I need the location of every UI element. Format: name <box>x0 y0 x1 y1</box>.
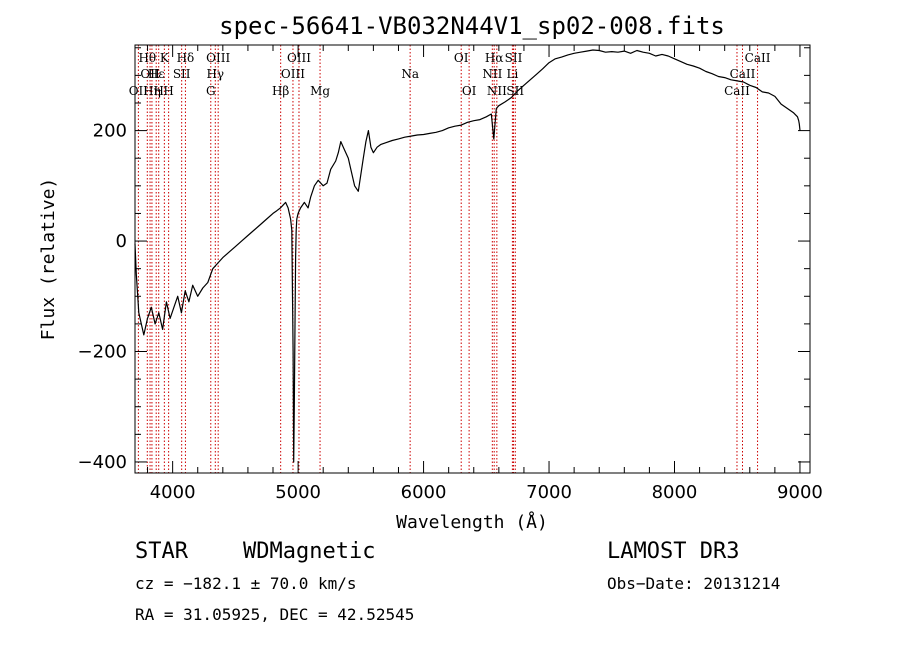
spectrum-line <box>134 49 801 463</box>
spectral-line-label: H <box>163 84 173 98</box>
x-tick-label: 5000 <box>275 482 321 503</box>
spectral-line-label: OII <box>129 84 149 98</box>
spectral-line-label: Li <box>506 67 518 81</box>
spectral-line-label: Hθ <box>138 51 156 65</box>
spectral-line-label: Hε <box>148 67 165 81</box>
spectral-line-label: OI <box>462 84 477 98</box>
spectral-line-label: OIII <box>287 51 311 65</box>
spectral-line-label: SII <box>505 51 523 65</box>
y-tick-label: −200 <box>78 342 127 363</box>
spectral-line-label: SII <box>173 67 191 81</box>
spectral-line-label: CaII <box>730 67 756 81</box>
spectral-line-label: Hβ <box>272 84 289 98</box>
spectral-line-label: Hδ <box>177 51 195 65</box>
spectral-line-markers <box>137 45 759 473</box>
coordinates: RA = 31.05925, DEC = 42.52545 <box>135 605 414 624</box>
spectral-line-label: G <box>206 84 216 98</box>
redshift-velocity: cz = −182.1 ± 70.0 km/s <box>135 574 357 593</box>
x-tick-label: 9000 <box>777 482 823 503</box>
spectral-line-label: Hη <box>143 84 161 98</box>
axis-ticks <box>135 45 810 473</box>
spectral-line-label: K <box>160 51 170 65</box>
spectral-line-label: OI <box>454 51 469 65</box>
plot-frame <box>134 44 811 474</box>
spectral-line-label: Mg <box>310 84 330 98</box>
y-axis-label: Flux (relative) <box>38 178 59 341</box>
x-tick-label: 6000 <box>401 482 447 503</box>
chart-title: spec-56641-VB032N44V1_sp02-008.fits <box>219 12 725 40</box>
y-tick-label: −400 <box>78 452 127 473</box>
spectral-line-label: Hα <box>485 51 504 65</box>
spectral-line-label: H <box>153 84 163 98</box>
spectral-line-label: OII <box>140 67 160 81</box>
x-axis-label: Wavelength (Å) <box>396 511 548 533</box>
spectral-line-label: Hγ <box>206 67 224 81</box>
y-tick-label: 200 <box>93 121 127 142</box>
observation-date: Obs−Date: 20131214 <box>607 574 780 593</box>
y-tick-label: 0 <box>116 231 127 252</box>
spectral-line-label: OIII <box>281 67 305 81</box>
x-tick-label: 4000 <box>150 482 196 503</box>
spectral-line-label: SII <box>506 84 524 98</box>
spectral-line-label: NII <box>482 67 502 81</box>
spectral-line-label: OIII <box>206 51 230 65</box>
x-tick-label: 7000 <box>526 482 572 503</box>
spectral-line-label: CaII <box>724 84 750 98</box>
x-tick-label: 8000 <box>652 482 698 503</box>
spectral-line-label: Na <box>401 67 419 81</box>
axis-tick-labels: 4000 5000 6000 7000 8000 9000 −400 −200 0 200 <box>78 121 823 503</box>
survey-name: LAMOST DR3 <box>607 539 739 564</box>
spectral-line-label: CaII <box>745 51 771 65</box>
object-subclass: WDMagnetic <box>243 539 375 564</box>
object-class: STAR <box>135 539 189 564</box>
spectral-line-label: NII <box>487 84 507 98</box>
spectral-line-labels: OIIHθOIIHηHεHKHSIIHδGHγOIIIHβOIIIOIIIMgN… <box>129 51 771 98</box>
